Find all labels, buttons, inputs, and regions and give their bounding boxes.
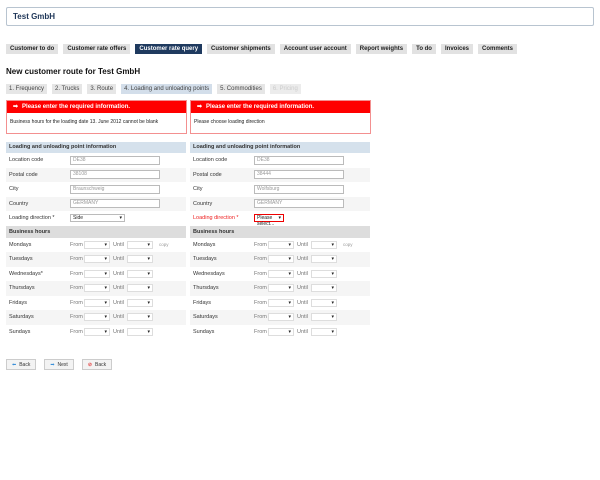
- wizard-step[interactable]: 5. Commodities: [217, 84, 265, 94]
- postal-code-field[interactable]: 38108: [70, 170, 160, 180]
- country-field[interactable]: GERMANY: [70, 199, 160, 209]
- copy-link[interactable]: copy: [343, 242, 353, 248]
- wizard-step[interactable]: 4. Loading and unloading points: [121, 84, 213, 94]
- wizard-step: 6. Pricing: [269, 84, 301, 94]
- nav-tab[interactable]: To do: [412, 44, 436, 54]
- company-title: Test GmbH: [6, 7, 594, 26]
- until-time-select[interactable]: [127, 284, 153, 293]
- wizard-step[interactable]: 3. Route: [87, 84, 117, 94]
- point-panel: Loading and unloading point information L…: [190, 142, 370, 339]
- from-time-select[interactable]: [84, 327, 110, 336]
- nav-tab[interactable]: Report weights: [355, 44, 408, 54]
- until-time-select[interactable]: [311, 240, 337, 249]
- until-time-select[interactable]: [311, 327, 337, 336]
- from-time-select[interactable]: [268, 255, 294, 264]
- from-time-select[interactable]: [84, 255, 110, 264]
- until-time-select[interactable]: [127, 255, 153, 264]
- until-time-select[interactable]: [311, 269, 337, 278]
- loading-direction-select[interactable]: Please select...: [254, 214, 284, 227]
- from-time-select[interactable]: [84, 240, 110, 249]
- arrow-right-icon: ➡: [13, 104, 19, 110]
- until-time-select[interactable]: [311, 298, 337, 307]
- copy-link[interactable]: copy: [159, 242, 169, 248]
- wizard-steps: 1. Frequency 2. Trucks 3. Route 4. Loading …: [6, 84, 301, 94]
- nav-tab[interactable]: Invoices: [440, 44, 473, 54]
- back-button[interactable]: ⬅ Back: [6, 359, 37, 370]
- from-time-select[interactable]: [84, 284, 110, 293]
- loading-direction-select[interactable]: Side: [70, 214, 125, 223]
- arrow-right-icon: ➡: [197, 104, 203, 110]
- error-box: ➡ Please enter the required information. P…: [190, 100, 371, 134]
- arrow-right-icon: ➡: [50, 361, 55, 368]
- from-time-select[interactable]: [268, 284, 294, 293]
- until-time-select[interactable]: [311, 284, 337, 293]
- point-panel: Loading and unloading point information L…: [6, 142, 186, 339]
- from-time-select[interactable]: [268, 313, 294, 322]
- until-time-select[interactable]: [127, 269, 153, 278]
- country-field[interactable]: GERMANY: [254, 199, 344, 209]
- next-button[interactable]: ➡ Next: [44, 359, 74, 370]
- from-time-select[interactable]: [84, 298, 110, 307]
- arrow-left-icon: ⬅: [12, 361, 17, 368]
- city-field[interactable]: Braunschweig: [70, 184, 160, 194]
- wizard-step[interactable]: 1. Frequency: [6, 84, 48, 94]
- from-time-select[interactable]: [268, 327, 294, 336]
- error-box: ➡ Please enter the required information. B…: [6, 100, 187, 134]
- button-bar: ⬅ Back ➡ Next ⊘ Back: [6, 359, 113, 370]
- until-time-select[interactable]: [127, 313, 153, 322]
- city-field[interactable]: Wolfsburg: [254, 184, 344, 194]
- cancel-button[interactable]: ⊘ Back: [81, 359, 113, 370]
- until-time-select[interactable]: [127, 240, 153, 249]
- until-time-select[interactable]: [127, 298, 153, 307]
- cancel-icon: ⊘: [87, 361, 93, 368]
- page-title: New customer route for Test GmbH: [6, 67, 141, 76]
- from-time-select[interactable]: [268, 298, 294, 307]
- postal-code-field[interactable]: 38444: [254, 170, 344, 180]
- location-code-field[interactable]: DE38: [254, 155, 344, 165]
- until-time-select[interactable]: [127, 327, 153, 336]
- main-nav: Customer to do Customer rate offers Custom…: [6, 44, 518, 54]
- nav-tab[interactable]: Customer shipments: [207, 44, 275, 54]
- wizard-step[interactable]: 2. Trucks: [52, 84, 83, 94]
- from-time-select[interactable]: [268, 240, 294, 249]
- location-code-field[interactable]: DE38: [70, 155, 160, 165]
- nav-tab[interactable]: Account user account: [279, 44, 351, 54]
- nav-tab[interactable]: Customer rate offers: [63, 44, 131, 54]
- nav-tab[interactable]: Comments: [478, 44, 518, 54]
- nav-tab[interactable]: Customer rate query: [135, 44, 203, 54]
- nav-tab[interactable]: Customer to do: [6, 44, 59, 54]
- from-time-select[interactable]: [84, 269, 110, 278]
- until-time-select[interactable]: [311, 313, 337, 322]
- until-time-select[interactable]: [311, 255, 337, 264]
- from-time-select[interactable]: [268, 269, 294, 278]
- from-time-select[interactable]: [84, 313, 110, 322]
